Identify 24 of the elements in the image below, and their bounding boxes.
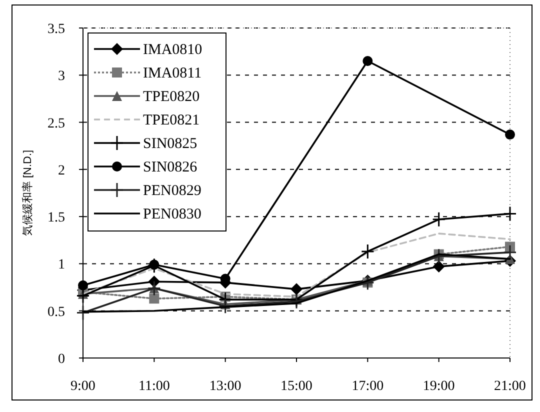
- x-tick-label: 15:00: [280, 379, 312, 394]
- x-tick-label: 9:00: [70, 379, 96, 394]
- legend-label: PEN0830: [143, 206, 202, 222]
- y-tick-label: 2.5: [48, 116, 65, 132]
- y-tick-label: 2: [58, 163, 65, 178]
- y-tick-label: 1: [58, 258, 65, 273]
- y-axis-title: 気候緩和率 [N.D.]: [21, 150, 34, 236]
- legend-label: IMA0811: [143, 66, 202, 82]
- legend-label: IMA0810: [143, 42, 202, 58]
- x-tick-label: 13:00: [209, 379, 242, 394]
- x-tick-label: 11:00: [138, 379, 170, 394]
- x-tick-label: 19:00: [422, 379, 455, 394]
- legend-label: SIN0826: [143, 160, 198, 176]
- legend-label: SIN0825: [143, 136, 198, 152]
- y-tick-label: 3.5: [48, 22, 65, 37]
- legend-label: PEN0829: [143, 183, 202, 199]
- legend-label: TPE0820: [143, 89, 200, 105]
- y-tick-label: 0: [58, 352, 65, 367]
- x-tick-label: 21:00: [494, 379, 526, 394]
- x-tick-label: 17:00: [352, 379, 384, 394]
- legend-label: TPE0821: [143, 112, 200, 128]
- y-tick-label: 0.5: [48, 304, 65, 320]
- y-tick-label: 1.5: [48, 210, 65, 226]
- y-tick-label: 3: [58, 69, 65, 84]
